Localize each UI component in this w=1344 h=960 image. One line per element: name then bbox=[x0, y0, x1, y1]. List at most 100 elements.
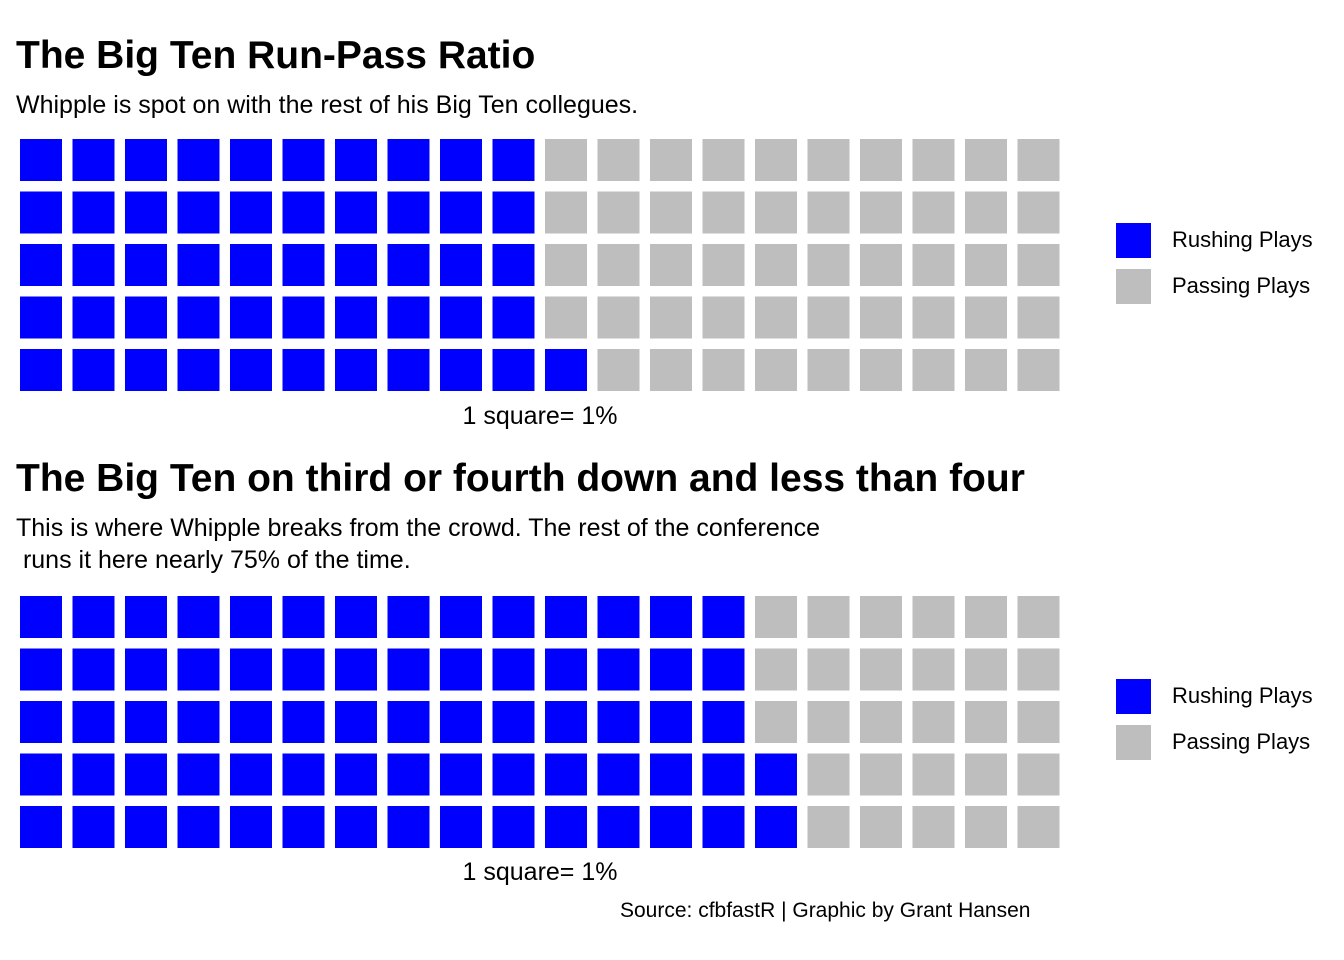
waffle-square-rushing bbox=[492, 648, 535, 691]
waffle-square-rushing bbox=[597, 596, 640, 638]
waffle-square-rushing bbox=[282, 753, 325, 796]
source-credit: Source: cfbfastR | Graphic by Grant Hans… bbox=[620, 899, 1031, 922]
waffle-square-rushing bbox=[72, 244, 115, 286]
waffle-square-rushing bbox=[545, 596, 587, 638]
chart1-legend-label-rushing: Rushing Plays bbox=[1172, 227, 1313, 252]
waffle-square-rushing bbox=[125, 296, 167, 339]
waffle-square-rushing bbox=[440, 139, 482, 181]
waffle-square-passing bbox=[1017, 806, 1060, 848]
waffle-square-rushing bbox=[20, 648, 62, 691]
waffle-square-passing bbox=[965, 701, 1007, 743]
waffle-square-passing bbox=[1017, 596, 1060, 638]
waffle-square-rushing bbox=[177, 349, 220, 391]
waffle-square-rushing bbox=[20, 296, 62, 339]
waffle-square-rushing bbox=[440, 596, 482, 638]
chart2-legend-key-rushing bbox=[1116, 679, 1151, 714]
waffle-square-passing bbox=[912, 244, 955, 286]
waffle-square-passing bbox=[860, 806, 902, 848]
waffle-square-passing bbox=[1017, 191, 1060, 234]
waffle-square-rushing bbox=[492, 349, 535, 391]
waffle-square-rushing bbox=[545, 349, 587, 391]
waffle-square-passing bbox=[650, 296, 692, 339]
waffle-square-passing bbox=[702, 139, 745, 181]
waffle-square-rushing bbox=[335, 191, 377, 234]
waffle-square-passing bbox=[912, 648, 955, 691]
waffle-square-passing bbox=[702, 244, 745, 286]
waffle-square-rushing bbox=[335, 806, 377, 848]
waffle-square-rushing bbox=[20, 191, 62, 234]
waffle-square-rushing bbox=[72, 701, 115, 743]
waffle-square-rushing bbox=[230, 648, 272, 691]
waffle-square-passing bbox=[597, 296, 640, 339]
waffle-square-rushing bbox=[597, 753, 640, 796]
waffle-square-rushing bbox=[650, 701, 692, 743]
waffle-square-passing bbox=[1017, 701, 1060, 743]
waffle-square-rushing bbox=[440, 753, 482, 796]
waffle-square-rushing bbox=[177, 596, 220, 638]
waffle-square-passing bbox=[807, 701, 850, 743]
waffle-square-rushing bbox=[230, 191, 272, 234]
waffle-square-rushing bbox=[597, 648, 640, 691]
waffle-square-passing bbox=[545, 296, 587, 339]
waffle-square-passing bbox=[702, 191, 745, 234]
waffle-square-rushing bbox=[282, 806, 325, 848]
waffle-square-passing bbox=[860, 753, 902, 796]
waffle-square-passing bbox=[860, 296, 902, 339]
waffle-square-passing bbox=[1017, 296, 1060, 339]
waffle-square-rushing bbox=[387, 244, 430, 286]
waffle-square-passing bbox=[597, 191, 640, 234]
waffle-square-passing bbox=[807, 244, 850, 286]
waffle-square-rushing bbox=[335, 244, 377, 286]
waffle-square-passing bbox=[702, 349, 745, 391]
waffle-square-passing bbox=[1017, 753, 1060, 796]
waffle-square-rushing bbox=[755, 753, 797, 796]
waffle-square-rushing bbox=[282, 296, 325, 339]
waffle-square-rushing bbox=[335, 296, 377, 339]
waffle-square-rushing bbox=[20, 244, 62, 286]
waffle-square-rushing bbox=[702, 648, 745, 691]
waffle-square-rushing bbox=[387, 806, 430, 848]
waffle-square-passing bbox=[545, 139, 587, 181]
waffle-square-rushing bbox=[20, 753, 62, 796]
waffle-square-rushing bbox=[702, 806, 745, 848]
waffle-square-rushing bbox=[387, 191, 430, 234]
waffle-square-passing bbox=[755, 701, 797, 743]
waffle-square-rushing bbox=[650, 648, 692, 691]
waffle-square-rushing bbox=[387, 596, 430, 638]
waffle-square-rushing bbox=[335, 701, 377, 743]
waffle-square-rushing bbox=[387, 296, 430, 339]
waffle-square-passing bbox=[597, 349, 640, 391]
waffle-square-passing bbox=[1017, 244, 1060, 286]
waffle-square-passing bbox=[807, 806, 850, 848]
waffle-square-rushing bbox=[597, 806, 640, 848]
waffle-square-rushing bbox=[177, 296, 220, 339]
waffle-square-passing bbox=[965, 349, 1007, 391]
waffle-square-passing bbox=[807, 139, 850, 181]
waffle-square-rushing bbox=[545, 806, 587, 848]
waffle-square-passing bbox=[807, 596, 850, 638]
waffle-square-rushing bbox=[650, 596, 692, 638]
waffle-square-rushing bbox=[387, 701, 430, 743]
waffle-square-rushing bbox=[597, 701, 640, 743]
waffle-square-passing bbox=[807, 349, 850, 391]
waffle-square-passing bbox=[912, 349, 955, 391]
waffle-square-passing bbox=[860, 139, 902, 181]
waffle-square-rushing bbox=[230, 296, 272, 339]
waffle-square-rushing bbox=[230, 701, 272, 743]
waffle-square-rushing bbox=[440, 296, 482, 339]
waffle-square-passing bbox=[1017, 349, 1060, 391]
waffle-square-rushing bbox=[335, 596, 377, 638]
waffle-square-rushing bbox=[492, 191, 535, 234]
waffle-square-passing bbox=[755, 296, 797, 339]
waffle-square-rushing bbox=[387, 753, 430, 796]
waffle-square-rushing bbox=[125, 191, 167, 234]
waffle-square-passing bbox=[702, 296, 745, 339]
waffle-square-rushing bbox=[440, 244, 482, 286]
waffle-square-rushing bbox=[440, 806, 482, 848]
waffle-square-passing bbox=[597, 139, 640, 181]
waffle-square-rushing bbox=[20, 806, 62, 848]
waffle-square-rushing bbox=[72, 596, 115, 638]
waffle-square-passing bbox=[860, 191, 902, 234]
waffle-square-rushing bbox=[492, 806, 535, 848]
waffle-square-rushing bbox=[20, 596, 62, 638]
